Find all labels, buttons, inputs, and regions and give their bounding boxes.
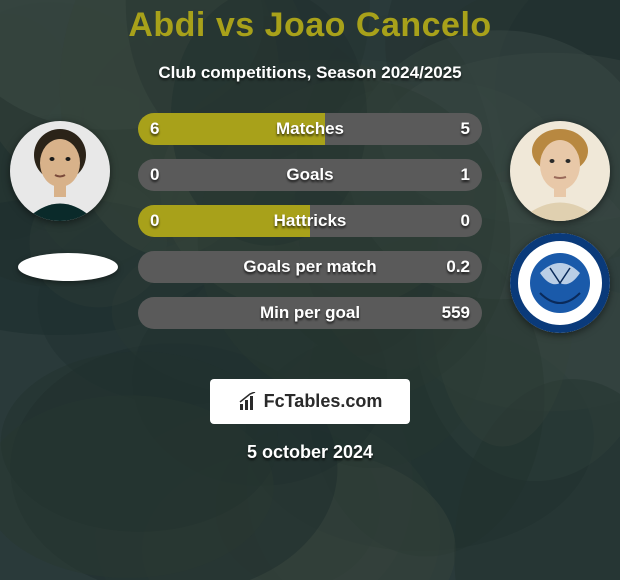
footer: FcTables.com 5 october 2024 [0, 379, 620, 463]
player2-club-badge [510, 233, 610, 333]
player2-name: Joao Cancelo [265, 6, 492, 44]
stat-value-right: 5 [461, 113, 470, 145]
date-text: 5 october 2024 [0, 442, 620, 463]
player1-name: Abdi [128, 6, 206, 44]
stat-value-left: 6 [150, 113, 159, 145]
stat-row: Goals0 1 [138, 159, 482, 191]
brand-box: FcTables.com [210, 379, 411, 424]
stat-value-right: 559 [442, 297, 470, 329]
stat-row: Goals per match0.2 [138, 251, 482, 283]
stat-label: Goals [138, 159, 482, 191]
player1-avatar [10, 121, 110, 221]
stat-row: Hattricks0 0 [138, 205, 482, 237]
stat-value-right: 0.2 [446, 251, 470, 283]
stat-label: Goals per match [138, 251, 482, 283]
stat-row: Matches6 5 [138, 113, 482, 145]
stat-label: Matches [138, 113, 482, 145]
comparison-stage: Matches65Goals01Hattricks00Goals per mat… [0, 113, 620, 373]
content: Abdi vs Joao Cancelo Club competitions, … [0, 0, 620, 580]
page-title: Abdi vs Joao Cancelo [0, 0, 620, 45]
vs-word: vs [216, 6, 255, 44]
player1-club-badge [18, 253, 118, 281]
stat-value-left: 0 [150, 205, 159, 237]
stat-label: Min per goal [138, 297, 482, 329]
stat-value-left: 0 [150, 159, 159, 191]
stat-value-right: 0 [461, 205, 470, 237]
comparison-bars: Matches65Goals01Hattricks00Goals per mat… [138, 113, 482, 343]
subtitle: Club competitions, Season 2024/2025 [0, 63, 620, 83]
stat-label: Hattricks [138, 205, 482, 237]
stat-row: Min per goal559 [138, 297, 482, 329]
brand-text: FcTables.com [264, 391, 383, 412]
player2-avatar [510, 121, 610, 221]
stat-value-right: 1 [461, 159, 470, 191]
bar-chart-icon [238, 392, 258, 412]
